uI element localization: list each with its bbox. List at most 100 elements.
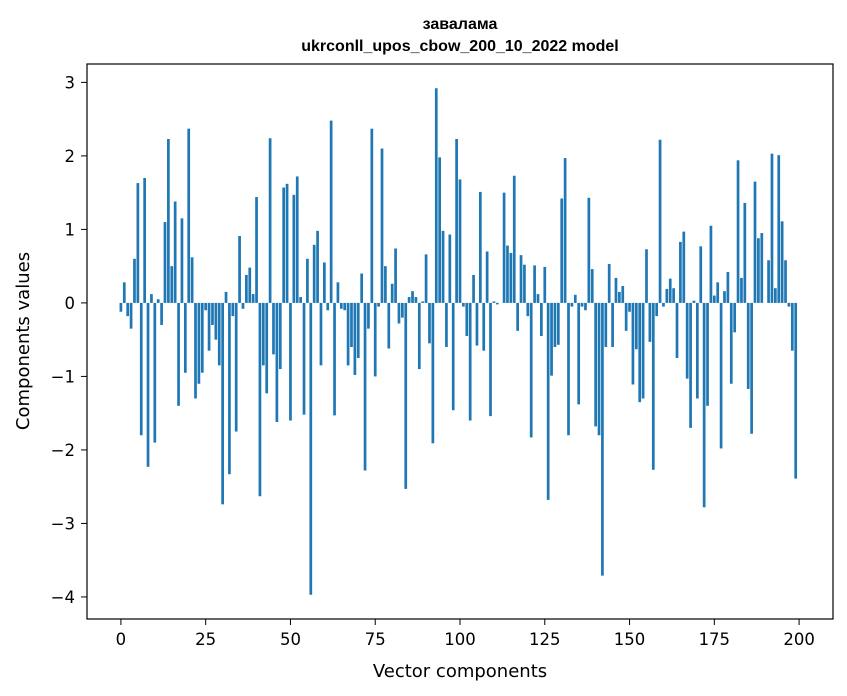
bar [336, 282, 340, 303]
bar [672, 288, 675, 303]
bar [648, 302, 652, 342]
bar [455, 138, 458, 303]
bar [662, 302, 665, 307]
bar [601, 302, 604, 576]
bar [733, 302, 737, 333]
bar [370, 128, 374, 303]
y-tick-label: −2 [51, 441, 75, 460]
bar [306, 258, 309, 303]
bar [509, 252, 513, 303]
bar [563, 158, 567, 303]
bar [567, 302, 570, 436]
bar [692, 300, 696, 303]
y-tick-label: 0 [65, 294, 76, 313]
bar [685, 302, 689, 379]
bar [272, 302, 275, 355]
bar [231, 302, 235, 317]
bar [329, 120, 333, 303]
bar [309, 302, 313, 595]
bar [143, 177, 146, 303]
bar [275, 302, 279, 422]
bar [394, 248, 397, 303]
bar [126, 302, 130, 317]
bar [248, 267, 252, 303]
bar [245, 274, 248, 303]
bar [658, 139, 662, 303]
bar [736, 160, 740, 303]
bar [404, 302, 408, 489]
bar [346, 302, 350, 366]
bar [641, 302, 645, 399]
bar [787, 302, 791, 307]
bar [438, 157, 442, 303]
bar [238, 236, 241, 303]
bar [428, 302, 431, 344]
x-tick-label: 50 [280, 630, 301, 649]
bar [573, 294, 577, 303]
bar [122, 282, 126, 303]
bar [177, 302, 180, 406]
bar [750, 302, 753, 434]
bar [258, 302, 262, 497]
bar [380, 148, 384, 303]
bar [350, 302, 353, 348]
bar [194, 302, 197, 399]
bar [407, 297, 411, 303]
bar [628, 302, 631, 312]
bar [390, 283, 394, 303]
bar [333, 302, 336, 416]
bars-group [119, 88, 798, 595]
bar [217, 302, 221, 366]
bar [706, 302, 709, 406]
bar [173, 201, 177, 303]
y-axis-label: Components values [13, 252, 34, 430]
bar [607, 263, 611, 303]
bar [133, 258, 136, 303]
bar [472, 274, 475, 303]
bar [156, 299, 160, 303]
y-tick-label: 1 [65, 220, 76, 239]
bar [197, 302, 201, 384]
bar [645, 249, 648, 303]
bar [434, 88, 438, 303]
x-tick-label: 0 [116, 630, 127, 649]
bar [278, 302, 282, 370]
bar [570, 302, 574, 307]
bar [536, 294, 540, 303]
bar [326, 302, 330, 311]
bar [743, 202, 747, 303]
bar [302, 302, 306, 415]
bar [502, 192, 506, 303]
bar [170, 266, 174, 303]
bar [604, 302, 608, 348]
x-tick-label: 25 [195, 630, 216, 649]
bar [794, 302, 798, 479]
bar [740, 277, 743, 303]
y-tick-label: 3 [65, 73, 76, 92]
bar [618, 291, 621, 303]
bar [780, 221, 784, 303]
y-tick-label: −3 [51, 514, 75, 533]
bar [462, 302, 465, 307]
bar [129, 302, 133, 329]
bar [526, 302, 530, 317]
y-tick-label: 2 [65, 147, 76, 166]
bar [726, 272, 730, 303]
bar [543, 266, 547, 303]
bar [719, 302, 723, 449]
bar [387, 302, 391, 349]
bar [709, 225, 713, 303]
bar [790, 302, 794, 351]
bar [485, 251, 489, 303]
x-tick-label: 200 [783, 630, 815, 649]
bar [651, 302, 655, 470]
bar [183, 302, 187, 373]
bar [533, 265, 536, 303]
bar [417, 302, 421, 370]
bar [268, 138, 272, 303]
bar [289, 302, 292, 421]
bar [624, 302, 628, 331]
bar [282, 187, 286, 303]
bar [597, 302, 601, 436]
